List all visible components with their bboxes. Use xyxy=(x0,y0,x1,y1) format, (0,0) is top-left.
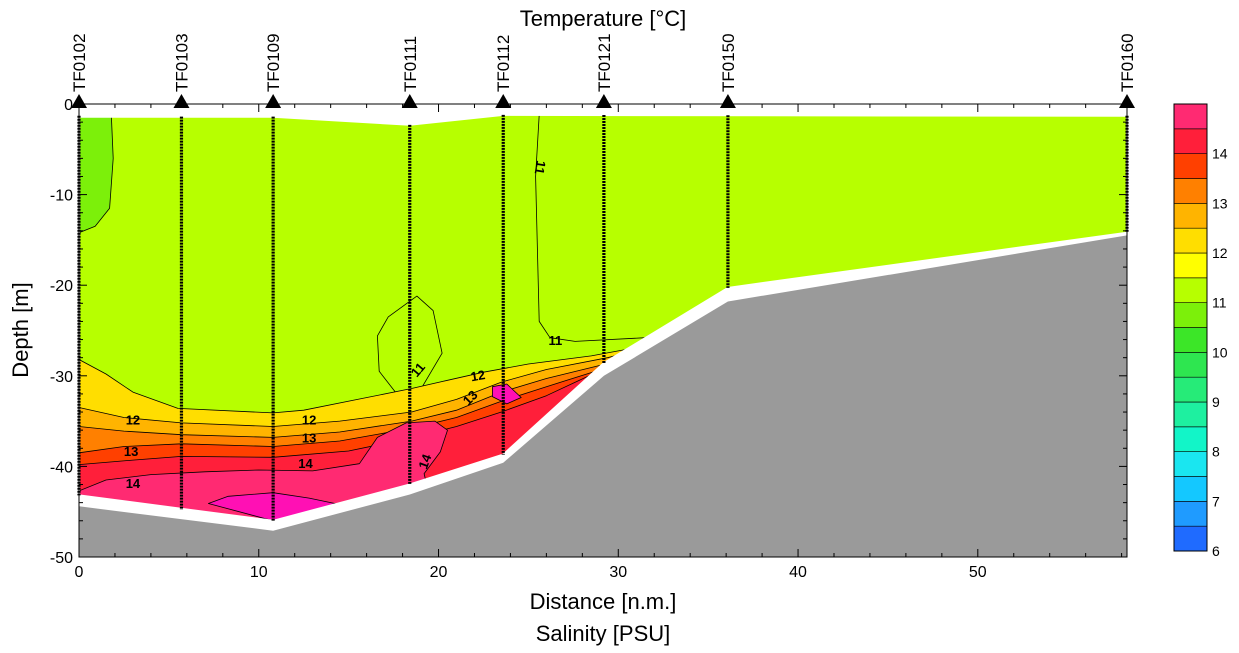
x-tick-label: 40 xyxy=(789,564,807,581)
colorbar-swatch xyxy=(1173,103,1208,130)
y-tick-label: -20 xyxy=(50,278,73,295)
colorbar-swatch xyxy=(1173,401,1208,428)
colorbar-swatch xyxy=(1173,352,1208,378)
station-label-TF0102: TF0102 xyxy=(70,33,89,92)
colorbar-tick-label: 6 xyxy=(1212,543,1220,559)
temperature-zone-11 xyxy=(491,383,522,405)
chart-subtitle: Salinity [PSU] xyxy=(536,621,671,646)
station-marker-TF0109 xyxy=(265,94,282,108)
chart-title: Temperature [°C] xyxy=(520,6,687,31)
colorbar-tick-label: 8 xyxy=(1212,444,1220,460)
colorbar-swatch xyxy=(1173,128,1208,154)
colorbar-tick-label: 13 xyxy=(1212,195,1228,211)
x-tick-label: 20 xyxy=(430,564,448,581)
contour-label-11: 14 xyxy=(415,451,434,470)
colorbar-swatch xyxy=(1173,203,1208,229)
temperature-zone-2 xyxy=(535,114,1127,342)
x-tick-label: 10 xyxy=(250,564,268,581)
station-markers: TF0102 TF0103 TF0109 TF0111 TF0112 TF0121 TF01… xyxy=(70,33,1137,108)
contour-label-1: 11 xyxy=(548,333,562,348)
y-axis-label: Depth [m] xyxy=(8,282,33,377)
contour-label-4: 12 xyxy=(302,413,316,428)
contour-label-10: 14 xyxy=(298,456,313,471)
y-tick-label: -30 xyxy=(50,369,73,386)
station-marker-TF0112 xyxy=(495,94,512,108)
colorbar-tick-label: 11 xyxy=(1212,295,1227,311)
colorbar-swatch xyxy=(1173,302,1208,328)
station-marker-TF0102 xyxy=(71,94,87,108)
y-tick-label: -40 xyxy=(50,459,73,476)
x-axis-label: Distance [n.m.] xyxy=(530,589,677,614)
colorbar-swatch xyxy=(1173,327,1208,353)
station-label-TF0109: TF0109 xyxy=(264,33,283,92)
seafloor-bathymetry xyxy=(79,235,1127,557)
colorbar-swatch xyxy=(1173,153,1208,179)
colorbar-tick-label: 10 xyxy=(1212,344,1228,360)
colorbar-swatch xyxy=(1173,501,1208,527)
contour-label-5: 12 xyxy=(469,367,486,384)
y-tick-label: 0 xyxy=(64,97,73,114)
colorbar-tick-label: 9 xyxy=(1212,394,1220,410)
station-marker-TF0160 xyxy=(1119,94,1135,108)
station-label-TF0112: TF0112 xyxy=(494,35,513,92)
colorbar-swatch xyxy=(1173,476,1208,502)
colorbar-swatch xyxy=(1173,277,1208,303)
colorbar-swatch xyxy=(1173,178,1208,204)
station-label-TF0150: TF0150 xyxy=(719,33,738,92)
colorbar-swatch xyxy=(1173,227,1208,254)
contour-label-6: 13 xyxy=(124,444,138,459)
colorbar-tick-label: 12 xyxy=(1212,245,1228,261)
x-tick-label: 0 xyxy=(75,564,84,581)
colorbar: 6 7 8 9 10 11 12 13 14 xyxy=(1173,103,1228,559)
contour-label-0: 11 xyxy=(532,159,549,175)
x-tick-label: 30 xyxy=(609,564,627,581)
colorbar-tick-label: 14 xyxy=(1212,146,1228,162)
station-marker-TF0121 xyxy=(595,94,612,108)
colorbar-swatch xyxy=(1173,525,1208,552)
contour-label-3: 12 xyxy=(126,413,140,428)
station-label-TF0160: TF0160 xyxy=(1118,33,1137,92)
station-label-TF0121: TF0121 xyxy=(595,33,614,92)
station-label-TF0103: TF0103 xyxy=(173,33,192,92)
station-marker-TF0103 xyxy=(173,94,190,108)
colorbar-swatch xyxy=(1173,451,1208,477)
colorbar-frame xyxy=(1173,103,1208,552)
y-tick-label: -10 xyxy=(50,188,73,205)
colorbar-swatch xyxy=(1173,252,1208,279)
seafloor xyxy=(79,235,1127,557)
colorbar-tick-label: 7 xyxy=(1212,493,1220,509)
station-label-TF0111: TF0111 xyxy=(401,36,420,92)
contour-label-9: 14 xyxy=(126,476,141,491)
x-tick-label: 50 xyxy=(969,564,987,581)
contour-label-7: 13 xyxy=(302,431,316,446)
y-tick-label: -50 xyxy=(50,550,73,567)
station-marker-TF0150 xyxy=(719,94,736,108)
colorbar-swatch xyxy=(1173,376,1208,403)
colorbar-swatch xyxy=(1173,426,1208,452)
station-marker-TF0111 xyxy=(401,94,418,108)
